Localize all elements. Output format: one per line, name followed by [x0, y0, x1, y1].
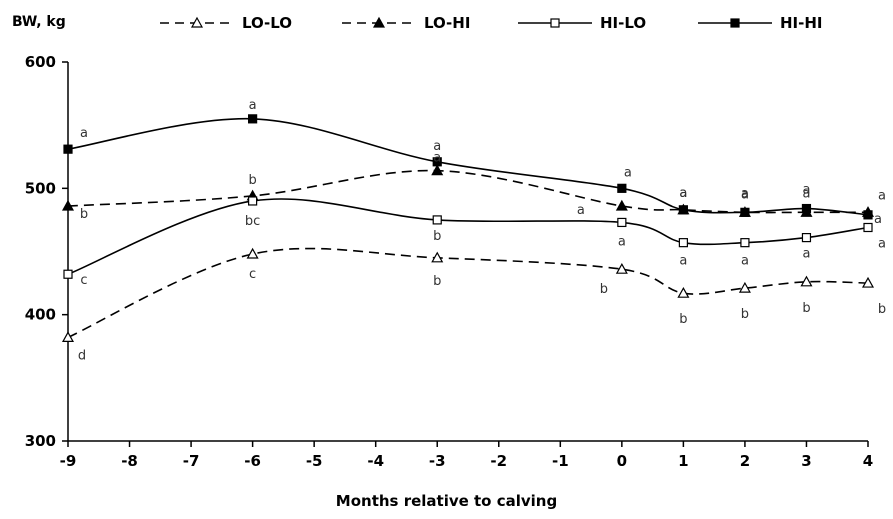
data-point-hi-hi: [617, 183, 627, 193]
data-point-hi-lo: [678, 238, 688, 248]
y-tick-label: 600: [25, 53, 56, 71]
significance-label: a: [802, 186, 810, 201]
data-point-hi-hi: [740, 207, 750, 217]
significance-label: a: [741, 254, 749, 269]
significance-label: a: [80, 126, 88, 141]
significance-label: a: [577, 203, 585, 218]
data-point-lo-hi: [615, 199, 628, 211]
significance-label: b: [741, 307, 749, 322]
data-point-hi-lo: [801, 233, 812, 243]
x-tick-label: 2: [740, 452, 750, 470]
legend-swatch-hi-lo: [518, 18, 592, 28]
significance-label: a: [741, 187, 749, 202]
data-point-hi-hi: [863, 210, 873, 220]
significance-label: a: [878, 236, 886, 251]
x-tick-label: -1: [552, 452, 569, 470]
data-point-lo-hi: [61, 199, 75, 211]
significance-label: b: [600, 282, 608, 297]
data-point-hi-hi: [432, 157, 442, 167]
x-tick-label: 1: [678, 452, 688, 470]
x-tick-label: -7: [183, 452, 200, 470]
significance-label: b: [433, 229, 441, 244]
data-point-hi-hi: [248, 114, 258, 124]
data-point-hi-lo: [248, 196, 258, 206]
significance-label: b: [679, 312, 687, 327]
significance-label: c: [80, 273, 87, 288]
significance-label: a: [874, 212, 882, 227]
series-line-hi-lo: [67, 198, 869, 275]
data-point-hi-lo: [740, 238, 750, 248]
x-tick-label: -6: [244, 452, 261, 470]
legend-label-hi-lo: HI-LO: [600, 14, 647, 32]
data-point-lo-hi: [431, 164, 444, 176]
significance-label: a: [802, 247, 810, 262]
y-axis-title: BW, kg: [12, 14, 66, 30]
x-tick-label: -9: [60, 452, 77, 470]
significance-label: b: [878, 302, 886, 317]
significance-label: a: [433, 139, 441, 154]
data-point-hi-hi: [678, 205, 688, 215]
significance-label: a: [249, 98, 257, 113]
significance-label: c: [249, 267, 256, 282]
data-point-hi-lo: [863, 222, 873, 233]
data-point-lo-lo: [861, 276, 875, 288]
legend-swatch-lo-hi: [342, 16, 416, 28]
data-point-lo-lo: [246, 247, 259, 259]
significance-label: bc: [245, 214, 260, 229]
significance-label: a: [679, 254, 687, 269]
significance-label: b: [80, 207, 88, 222]
legend-swatch-lo-lo: [160, 16, 234, 28]
significance-label: a: [433, 151, 441, 166]
significance-label: b: [248, 173, 256, 188]
significance-label: b: [433, 274, 441, 289]
significance-label: a: [741, 186, 749, 201]
data-point-hi-hi: [801, 203, 812, 214]
data-point-lo-lo: [800, 275, 813, 287]
x-tick-label: 3: [801, 452, 811, 470]
significance-label: a: [618, 234, 626, 249]
legend-swatch-hi-hi: [698, 18, 772, 28]
x-axis-title: Months relative to calving: [335, 492, 558, 510]
data-point-lo-lo: [431, 251, 444, 263]
x-tick-label: -2: [490, 452, 507, 470]
y-tick-label: 300: [25, 432, 56, 450]
significance-label: a: [624, 165, 632, 180]
x-tick-label: -3: [429, 452, 446, 470]
data-point-hi-lo: [432, 215, 442, 225]
significance-label: d: [78, 348, 86, 363]
y-tick-label: 400: [25, 306, 56, 324]
significance-label: b: [802, 301, 810, 316]
legend-label-hi-hi: HI-HI: [780, 14, 823, 32]
data-point-hi-lo: [617, 217, 627, 228]
significance-label: a: [679, 186, 687, 201]
x-tick-label: -8: [121, 452, 138, 470]
data-point-lo-lo: [615, 262, 628, 274]
data-point-hi-hi: [63, 144, 73, 154]
data-point-lo-lo: [677, 286, 690, 298]
significance-label: a: [878, 188, 886, 203]
data-point-lo-lo: [61, 331, 75, 343]
y-tick-label: 500: [25, 179, 56, 197]
data-point-lo-lo: [738, 281, 751, 293]
x-tick-label: -4: [367, 452, 384, 470]
legend-label-lo-hi: LO-HI: [424, 14, 471, 32]
significance-label: a: [802, 183, 810, 198]
x-tick-label: -5: [306, 452, 323, 470]
x-tick-label: 0: [617, 452, 627, 470]
data-point-hi-lo: [63, 269, 73, 279]
legend-label-lo-lo: LO-LO: [242, 14, 293, 32]
x-tick-label: 4: [863, 452, 873, 470]
significance-label: a: [679, 186, 687, 201]
